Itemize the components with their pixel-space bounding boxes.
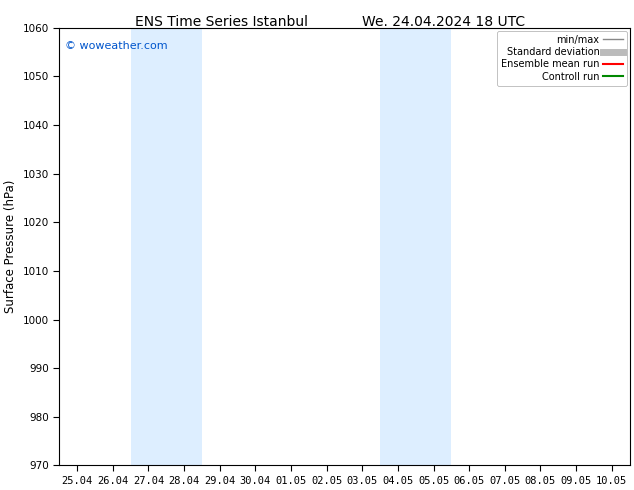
Legend: min/max, Standard deviation, Ensemble mean run, Controll run: min/max, Standard deviation, Ensemble me… <box>497 31 626 86</box>
Text: © woweather.com: © woweather.com <box>65 41 168 51</box>
Text: ENS Time Series Istanbul: ENS Time Series Istanbul <box>136 15 308 29</box>
Bar <box>380 28 451 465</box>
Text: We. 24.04.2024 18 UTC: We. 24.04.2024 18 UTC <box>362 15 526 29</box>
Y-axis label: Surface Pressure (hPa): Surface Pressure (hPa) <box>4 180 17 313</box>
Bar <box>131 28 202 465</box>
